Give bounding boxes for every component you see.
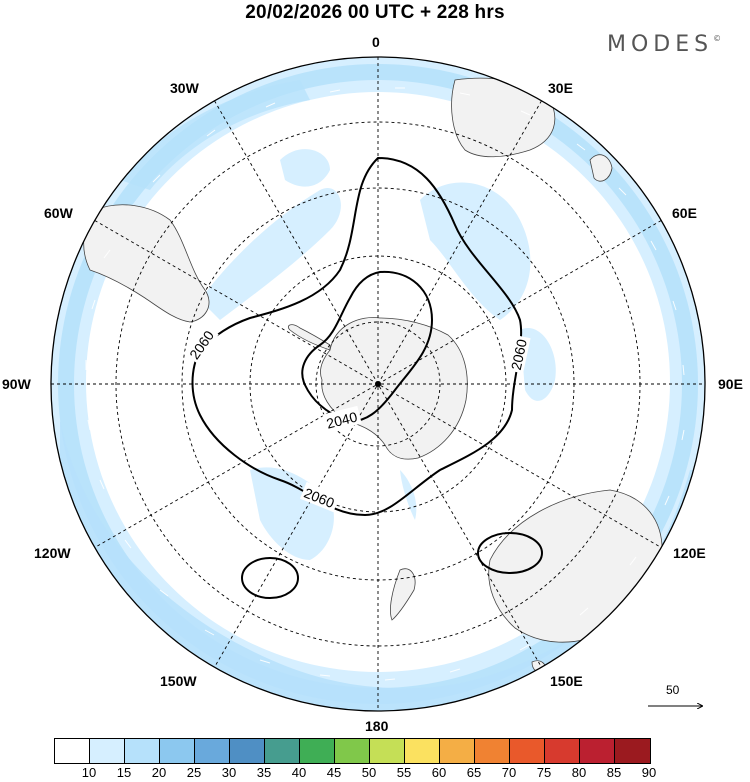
map-field <box>51 57 705 711</box>
africa <box>451 77 556 158</box>
colorbar-swatch <box>615 739 650 763</box>
colorbar-tick-label: 20 <box>151 765 167 780</box>
south-america <box>83 204 210 323</box>
colorbar-swatch <box>580 739 615 763</box>
map-boundary <box>50 56 706 712</box>
lon-label-60e: 60E <box>672 205 697 221</box>
colorbar-swatch <box>335 739 370 763</box>
colorbar-swatch <box>125 739 160 763</box>
antarctica <box>320 317 468 460</box>
lon-label-120e: 120E <box>673 545 706 561</box>
jet-streak-east <box>520 328 556 401</box>
jet-band-upper <box>120 80 310 190</box>
lon-label-60w: 60W <box>44 205 73 221</box>
colorbar-labels: 10 15 20 25 30 35 40 45 50 55 60 65 70 75 80 85 90 <box>0 765 750 781</box>
colorbar <box>54 738 651 764</box>
colorbar-swatch <box>510 739 545 763</box>
colorbar-tick-label: 65 <box>466 765 482 780</box>
colorbar-tick-label: 90 <box>641 765 657 780</box>
colorbar-swatch <box>405 739 440 763</box>
colorbar-swatch <box>440 739 475 763</box>
lon-label-150e: 150E <box>550 673 583 689</box>
colorbar-swatch <box>195 739 230 763</box>
new-zealand <box>390 568 416 621</box>
colorbar-tick-label: 85 <box>606 765 622 780</box>
lon-label-30e: 30E <box>548 80 573 96</box>
colorbar-tick-label: 15 <box>116 765 132 780</box>
colorbar-swatch <box>55 739 90 763</box>
contour-labels: 2060 2060 2040 2060 <box>183 324 531 513</box>
jet-streak-north <box>280 149 330 187</box>
colorbar-tick-label: 30 <box>221 765 237 780</box>
contour-label-inner: 2040 <box>325 408 359 431</box>
reference-vector-label: 50 <box>666 683 680 697</box>
australia <box>488 489 663 643</box>
colorbar-swatch <box>475 739 510 763</box>
jet-streak-ne <box>420 182 531 320</box>
contour-low-se <box>477 532 543 574</box>
colorbar-swatch <box>90 739 125 763</box>
land <box>83 77 663 674</box>
south-pole-dot <box>375 381 381 387</box>
colorbar-tick-label: 35 <box>256 765 272 780</box>
colorbar-tick-label: 10 <box>81 765 97 780</box>
contour-low-sw <box>241 557 299 599</box>
lon-label-150w: 150W <box>160 673 197 689</box>
jet-streak-nw <box>200 188 341 320</box>
colorbar-swatch <box>265 739 300 763</box>
colorbar-swatch <box>545 739 580 763</box>
colorbar-tick-label: 60 <box>431 765 447 780</box>
colorbar-swatch <box>300 739 335 763</box>
colorbar-tick-label: 80 <box>571 765 587 780</box>
antarctic-peninsula <box>287 324 331 351</box>
map-title: 20/02/2026 00 UTC + 228 hrs <box>245 2 505 23</box>
colorbar-tick-label: 70 <box>501 765 517 780</box>
colorbar-swatch <box>160 739 195 763</box>
colorbar-tick-label: 55 <box>396 765 412 780</box>
modes-logo: MODES© <box>607 32 722 57</box>
jet-streak-sw <box>250 467 334 560</box>
colorbar-tick-label: 25 <box>186 765 202 780</box>
jet-band-lower <box>60 420 705 711</box>
colorbar-tick-label: 75 <box>536 765 552 780</box>
wind-vectors <box>85 87 685 681</box>
lon-label-0: 0 <box>372 34 380 50</box>
lon-label-90e: 90E <box>718 376 743 392</box>
colorbar-swatch <box>230 739 265 763</box>
colorbar-tick-label: 50 <box>361 765 377 780</box>
madagascar <box>589 154 613 182</box>
lon-label-120w: 120W <box>34 545 71 561</box>
colorbar-tick-label: 45 <box>326 765 342 780</box>
colorbar-tick-label: 40 <box>291 765 307 780</box>
lon-label-90w: 90W <box>2 376 31 392</box>
colorbar-swatch <box>370 739 405 763</box>
lon-label-180: 180 <box>365 718 389 734</box>
lon-label-30w: 30W <box>170 80 199 96</box>
contour-label-east: 2060 <box>508 338 530 372</box>
